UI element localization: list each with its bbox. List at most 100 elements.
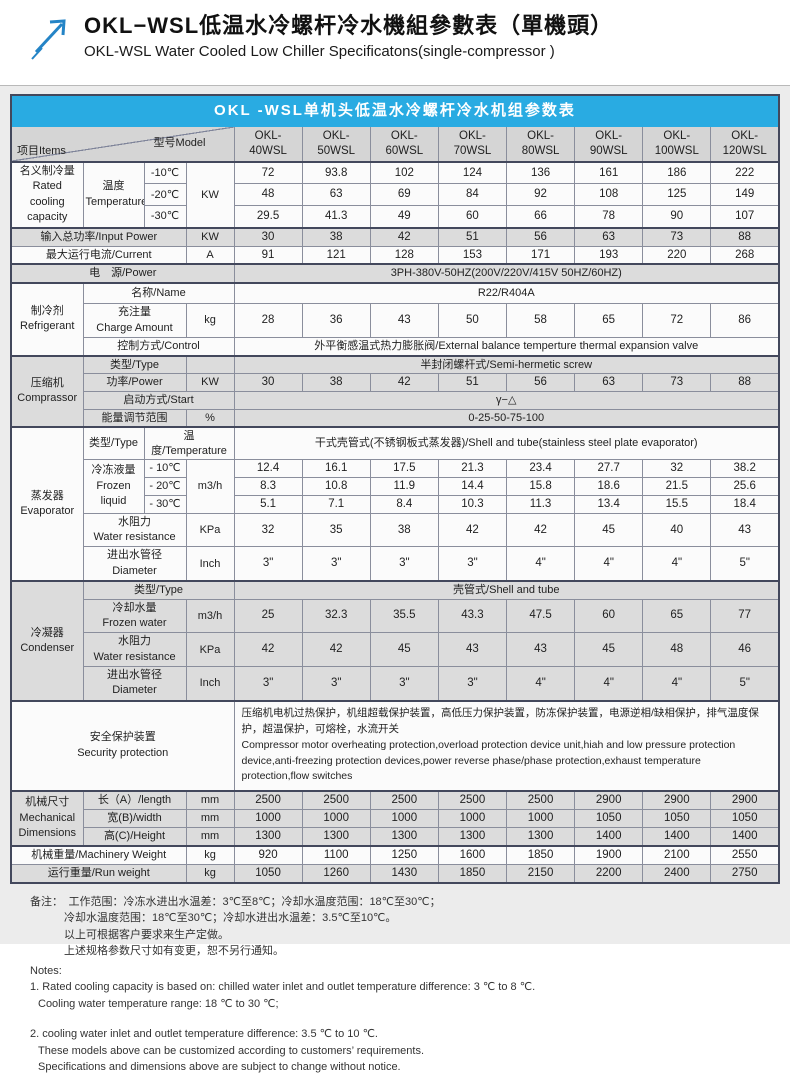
- corner-cell: 项目Items 型号Model: [10, 125, 235, 163]
- page-title-zh: OKL−WSL低温水冷螺杆冷水機組參數表（單機頭）: [84, 13, 614, 38]
- refrigerant-name-value: R22/R404A: [233, 281, 780, 305]
- start-mode-row: 启动方式/Start γ−△: [11, 390, 780, 410]
- value-cell: 1050: [574, 808, 644, 828]
- compressor-type-row: 压缩机 Comprassor 类型/Type 半封闭螺杆式/Semi-herme…: [10, 354, 780, 428]
- row-label-length: 长（A）/length: [82, 789, 187, 810]
- value-cell: 2500: [505, 789, 576, 810]
- unit-cell: KPa: [185, 512, 235, 548]
- model-header: OKL- 40WSL: [233, 125, 303, 163]
- value-cell: 63: [574, 372, 644, 392]
- notes-en: Notes: 1. Rated cooling capacity is base…: [30, 963, 764, 1076]
- security-row: 安全保护装置 Security protection 压缩机电机过热保护，机组超…: [10, 699, 780, 792]
- value-cell: 15.5: [642, 494, 712, 514]
- value-cell: 72: [233, 161, 303, 185]
- unit-cell: mm: [185, 789, 235, 810]
- value-cell: 2750: [710, 863, 780, 884]
- value-cell: 4": [574, 546, 644, 582]
- row-label-control: 控制方式/Control: [82, 337, 235, 357]
- temp-label: - 30℃: [143, 494, 187, 514]
- value-cell: 43.3: [437, 598, 508, 634]
- condenser-type-value: 壳管式/Shell and tube: [233, 580, 780, 600]
- power-supply-row: 电 源/Power 3PH-380V-50HZ(200V/220V/415V 5…: [10, 263, 780, 284]
- value-cell: 3": [369, 546, 439, 582]
- note-line: Notes:: [30, 964, 62, 977]
- spec-table: OKL -WSL单机头低温水冷螺杆冷水机组参数表 项目Items 型号Model…: [10, 94, 780, 884]
- value-cell: 60: [437, 205, 508, 229]
- value-cell: 17.5: [369, 458, 439, 478]
- header-divider: [0, 85, 790, 86]
- note-line: Specifications and dimensions above are …: [38, 1061, 401, 1074]
- value-cell: 42: [233, 632, 303, 668]
- value-cell: 63: [574, 226, 644, 247]
- value-cell: 2900: [642, 789, 712, 810]
- value-cell: 38.2: [710, 458, 780, 478]
- model-header: OKL- 50WSL: [301, 125, 371, 163]
- section-label-condenser: 冷凝器 Condenser: [10, 580, 84, 702]
- row-label-evaporator-type: 类型/Type: [82, 426, 145, 460]
- value-cell: 65: [642, 598, 712, 634]
- row-label-input-power: 输入总功率/Input Power: [10, 226, 187, 247]
- value-cell: 12.4: [233, 458, 303, 478]
- value-cell: 43: [437, 632, 508, 668]
- value-cell: 30: [233, 372, 303, 392]
- value-cell: 46: [710, 632, 780, 668]
- temp-label: -30℃: [143, 205, 187, 229]
- dimension-length-row: 机械尺寸 Mechanical Dimensions 长（A）/length m…: [10, 789, 780, 847]
- value-cell: 10.3: [437, 494, 508, 514]
- corner-items-label: 项目Items: [17, 144, 66, 157]
- security-text-zh: 压缩机电机过热保护，机组超载保护装置，高低压力保护装置，防冻保护装置，电源逆相/…: [241, 707, 759, 736]
- value-cell: 1850: [437, 863, 508, 884]
- value-cell: 11.3: [505, 494, 576, 514]
- value-cell: 2500: [301, 789, 371, 810]
- value-cell: 4": [505, 666, 576, 702]
- value-cell: 121: [301, 245, 371, 265]
- value-cell: 1260: [301, 863, 371, 884]
- value-cell: 171: [505, 245, 576, 265]
- value-cell: 25: [233, 598, 303, 634]
- value-cell: 193: [574, 245, 644, 265]
- value-cell: 5": [710, 546, 780, 582]
- value-cell: 1050: [233, 863, 303, 884]
- refrigerant-name-row: 制冷剂 Refrigerant 名称/Name R22/R404A: [10, 281, 780, 357]
- value-cell: 21.5: [642, 476, 712, 496]
- value-cell: 108: [574, 183, 644, 207]
- value-cell: 38: [301, 226, 371, 247]
- row-label-cond-resistance: 水阻力 Water resistance: [82, 632, 187, 668]
- value-cell: 93.8: [301, 161, 371, 185]
- value-cell: 56: [505, 372, 576, 392]
- value-cell: 1300: [233, 826, 303, 847]
- value-cell: 50: [437, 303, 508, 339]
- evaporator-type-value: 干式壳管式(不锈钢板式蒸发器)/Shell and tube(stainless…: [233, 426, 780, 460]
- row-label-cond-diameter: 进出水管径 Diameter: [82, 666, 187, 702]
- energy-range-row: 能量调节范围 % 0-25-50-75-100: [11, 408, 780, 428]
- corner-model-label: 型号Model: [153, 136, 206, 149]
- value-cell: 27.7: [574, 458, 644, 478]
- note-line: 备注： 工作范围：冷冻水进出水温差：3℃至8℃；冷却水温度范围：18℃至30℃；: [30, 895, 441, 908]
- value-cell: 161: [574, 161, 644, 185]
- temp-label: -10℃: [143, 161, 187, 185]
- notes-zh: 备注： 工作范围：冷冻水进出水温差：3℃至8℃；冷却水温度范围：18℃至30℃；…: [30, 894, 764, 960]
- value-cell: 32.3: [301, 598, 371, 634]
- value-cell: 8.3: [233, 476, 303, 496]
- cooling-row-minus20: -20℃ 48 63 69 84 92 108 125 149: [11, 183, 780, 207]
- value-cell: 41.3: [301, 205, 371, 229]
- value-cell: 8.4: [369, 494, 439, 514]
- compressor-power-row: 功率/Power KW 30 38 42 51 56 63 73 88: [11, 372, 780, 392]
- unit-cell: KW: [185, 372, 235, 392]
- row-label-condenser-water: 冷却水量 Frozen water: [82, 598, 187, 634]
- value-cell: 186: [642, 161, 712, 185]
- value-cell: 88: [710, 226, 780, 247]
- value-cell: 18.4: [710, 494, 780, 514]
- security-value: 压缩机电机过热保护，机组超载保护装置，高低压力保护装置，防冻保护装置，电源逆相/…: [233, 699, 780, 792]
- value-cell: 2400: [642, 863, 712, 884]
- value-cell: 1300: [301, 826, 371, 847]
- value-cell: 1400: [642, 826, 712, 847]
- control-value: 外平衡感温式热力膨胀阀/External balance temperture …: [233, 337, 780, 357]
- note-line: 以上可根据客户要求来生产定做。: [64, 928, 229, 941]
- value-cell: 1300: [505, 826, 576, 847]
- unit-cell: A: [185, 245, 235, 265]
- value-cell: 65: [574, 303, 644, 339]
- value-cell: 45: [369, 632, 439, 668]
- note-line: 上述规格参数尺寸如有变更，恕不另行通知。: [64, 945, 284, 958]
- condenser-type-row: 冷凝器 Condenser 类型/Type 壳管式/Shell and tube: [10, 580, 780, 702]
